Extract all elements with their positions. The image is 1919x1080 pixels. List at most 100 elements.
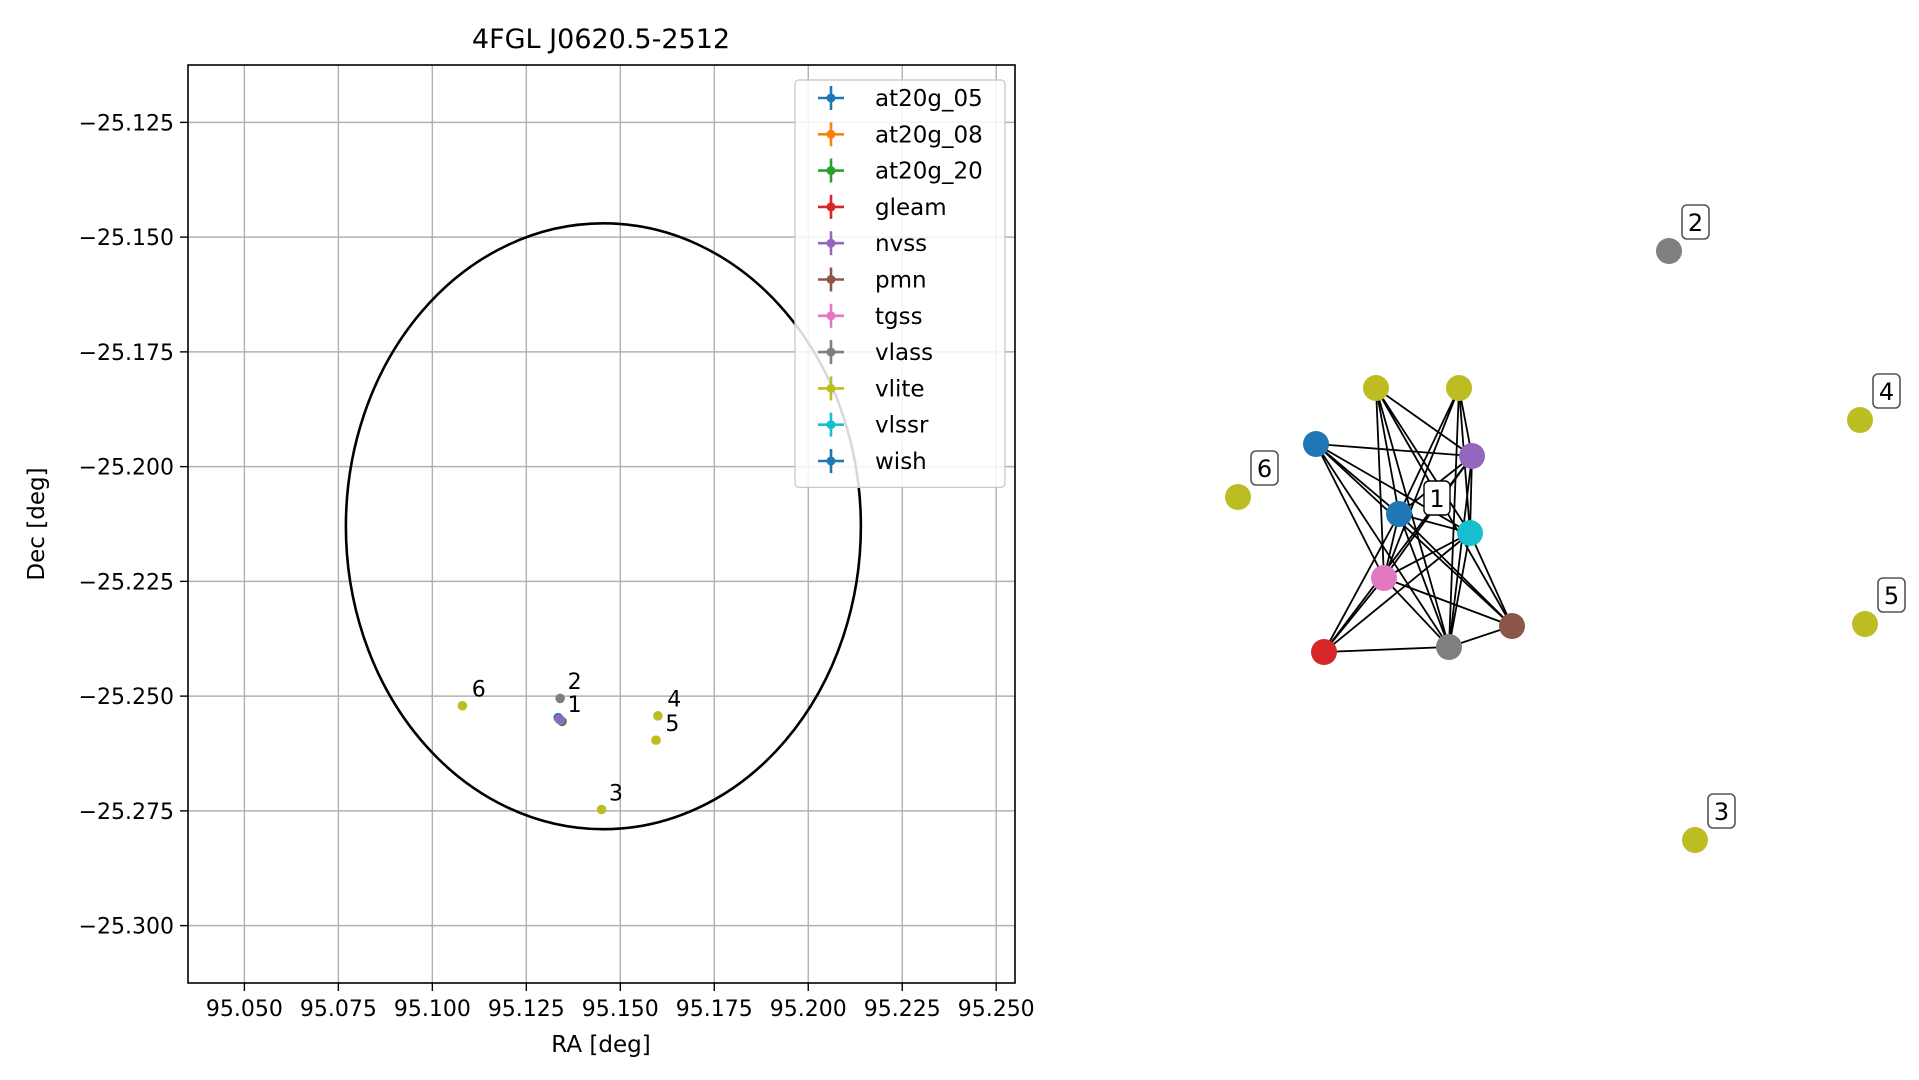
y-tick-label: −25.125 [79,111,174,136]
x-tick-label: 95.050 [206,997,283,1022]
legend-label: nvss [875,231,927,257]
y-tick-label: −25.200 [79,456,174,481]
plot-frame [187,64,1016,984]
network-edge [1375,387,1385,579]
legend-marker-dot [826,202,836,212]
network-edge [1323,532,1471,653]
point-label: 3 [609,781,623,806]
network-nodes-layer [1225,238,1878,853]
node-label: 3 [1714,798,1729,826]
network-node [1499,613,1525,639]
network-edge [1315,443,1471,534]
data-point [653,711,663,721]
data-point [596,804,607,815]
x-tick-label: 95.100 [394,997,471,1022]
legend-label: tgss [875,304,923,330]
legend-marker-dot [826,383,836,393]
network-node [1457,520,1483,546]
x-tick-label: 95.250 [958,997,1035,1022]
legend-marker-dot [826,238,836,248]
legend-label: vlass [875,340,933,366]
network-edge [1398,513,1513,627]
legend-label: vlssr [875,413,929,439]
grid-layer [188,65,1015,983]
legend-label: gleam [875,195,947,221]
point-label: 2 [568,670,582,695]
legend-label: wish [875,449,927,475]
node-label: 4 [1879,378,1894,406]
network-edge [1383,532,1471,579]
node-label-box [1877,577,1906,613]
points-layer [457,693,663,815]
y-axis-label: Dec [deg] [24,467,50,580]
legend-marker-dot [826,275,836,284]
legend-label: at20g_20 [875,159,983,185]
data-point [554,714,565,724]
cluster-label-box [1423,480,1451,516]
x-tick-label: 95.175 [676,997,753,1022]
point-label: 6 [472,678,486,703]
data-point [651,735,661,745]
point-label: 1 [568,693,582,718]
point-label: 4 [667,688,681,713]
network-labels-layer: 1 2 3 4 5 6 [1250,204,1906,829]
network-edge [1448,455,1473,648]
network-node [1386,501,1412,527]
network-node [1446,375,1472,401]
node-label: 2 [1688,209,1703,237]
network-edge [1375,387,1400,515]
network-edge [1398,387,1460,515]
legend-marker-dot [826,129,836,139]
network-edge [1323,513,1400,653]
network-node [1371,565,1397,591]
network-node [1436,634,1462,660]
network-node [1311,639,1337,665]
node-label-box [1681,204,1710,240]
network-node [1363,375,1389,401]
x-axis-label: RA [deg] [551,1032,650,1058]
x-tick-label: 95.075 [300,997,377,1022]
network-edge [1323,577,1385,653]
y-tick-label: −25.250 [79,685,174,710]
legend-label: at20g_08 [875,122,983,148]
x-tick-label: 95.125 [488,997,565,1022]
y-ticks-layer: −25.125 −25.150 −25.175 −25.200 −25.225 −25.2… [79,111,188,940]
network-edge [1383,577,1450,648]
network-node [1852,611,1878,637]
point-label: 5 [665,712,679,737]
y-tick-label: −25.300 [79,915,174,940]
uncertainty-ellipse-layer [344,222,863,831]
legend-marker-dot [826,347,836,357]
uncertainty-ellipse [344,222,863,831]
legend-marker-dot [826,311,836,321]
legend-marker-dot [826,456,836,466]
network-edge [1469,532,1513,627]
legend-label: at20g_05 [875,86,983,112]
node-label-box [1707,793,1736,829]
data-point [457,700,468,711]
legend-marker-dot [826,166,836,176]
network-node [1459,443,1485,469]
legend-box [794,79,1006,488]
legend-label: vlite [875,376,925,402]
network-edge [1398,513,1450,648]
network-node [1656,238,1682,264]
network-node [1303,431,1329,457]
node-label: 5 [1884,582,1899,610]
node-label-box [1250,450,1279,486]
network-edge [1315,443,1385,579]
node-label-box [1872,373,1901,409]
network-node [1847,407,1873,433]
network-panel: 1 2 3 4 5 6 [1225,204,1906,853]
y-tick-label: −25.150 [79,226,174,251]
x-ticks-layer: 95.050 95.075 95.100 95.125 95.150 95.175 95.2… [206,983,1035,1022]
network-node [1682,827,1708,853]
y-tick-label: −25.225 [79,570,174,595]
network-edge [1448,532,1471,648]
x-tick-label: 95.200 [770,997,847,1022]
x-tick-label: 95.150 [582,997,659,1022]
data-point [555,693,565,704]
chart-title: 4FGL J0620.5-2512 [472,24,730,55]
